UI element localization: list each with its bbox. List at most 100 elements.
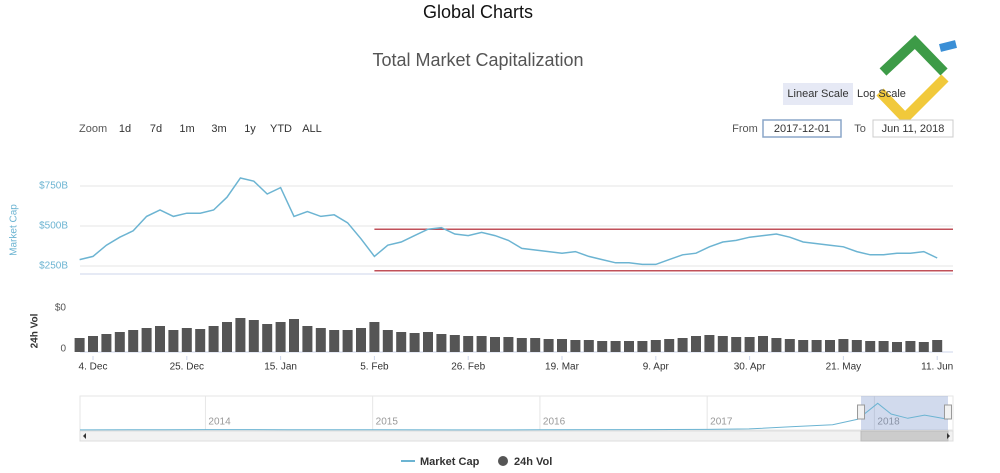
volume-bar (530, 338, 541, 352)
zoom-button[interactable]: 1y (244, 123, 256, 135)
volume-bar (476, 336, 487, 352)
x-tick-label: 30. Apr (734, 362, 766, 373)
zoom-button[interactable]: 1m (179, 123, 194, 135)
zoom-label: Zoom (79, 123, 107, 135)
x-tick-label: 2014 (208, 417, 231, 428)
to-value[interactable]: Jun 11, 2018 (882, 123, 945, 135)
zoom-button[interactable]: YTD (270, 123, 292, 135)
volume-bar (155, 326, 165, 352)
volume-bar (490, 337, 500, 352)
navigator-selection (861, 396, 948, 430)
volume-bar (825, 340, 835, 352)
volume-bar (516, 338, 527, 352)
x-tick-label: 4. Dec (79, 362, 108, 373)
volume-bar (128, 330, 139, 352)
y-tick-label: $250B (39, 261, 68, 272)
volume-bar (315, 328, 326, 352)
volume-bar (583, 340, 594, 352)
volume-bar (704, 335, 715, 352)
volume-bar (637, 341, 648, 352)
volume-bar (289, 319, 299, 352)
volume-bar (262, 324, 273, 352)
navigator-handle[interactable] (857, 404, 866, 420)
from-input[interactable] (762, 119, 842, 138)
zoom-button[interactable]: ALL (302, 123, 322, 135)
volume-bar (811, 340, 822, 352)
y-tick-label: 0 (60, 344, 66, 355)
from-value[interactable]: 2017-12-01 (774, 123, 830, 135)
zoom-button[interactable]: 1d (119, 123, 131, 135)
volume-bar (865, 341, 876, 352)
volume-bar (409, 333, 420, 352)
volume-bar (302, 326, 313, 352)
volume-bar (798, 340, 809, 352)
x-tick-label: 25. Dec (170, 362, 204, 373)
volume-bar (248, 320, 259, 352)
legend-label[interactable]: Market Cap (420, 456, 480, 468)
volume-bar (905, 341, 916, 352)
volume-bar (610, 341, 621, 352)
x-tick-label: 2016 (543, 417, 566, 428)
y-axis-title: Market Cap (9, 204, 20, 256)
x-tick-label: 2017 (710, 417, 733, 428)
legend-symbol (498, 456, 508, 466)
x-tick-label: 2018 (877, 417, 900, 428)
y-tick-label: $750B (39, 181, 68, 192)
legend-label[interactable]: 24h Vol (514, 456, 552, 468)
volume-bar (382, 330, 393, 352)
volume-bar (369, 322, 380, 352)
volume-axis-title: 24h Vol (30, 313, 41, 348)
volume-bar (141, 328, 152, 352)
volume-bar (597, 341, 608, 352)
linear-scale-label[interactable]: Linear Scale (787, 88, 848, 100)
volume-bar (436, 334, 447, 352)
volume-bar (892, 342, 902, 352)
x-tick-label: 5. Feb (360, 362, 389, 373)
page-title: Global Charts (423, 2, 533, 22)
x-tick-label: 11. Jun (921, 362, 953, 373)
volume-bar (114, 332, 125, 352)
volume-bar (570, 340, 581, 352)
volume-bar (771, 338, 782, 352)
volume-bar (557, 339, 567, 352)
volume-bar (677, 338, 688, 352)
navigator-handle[interactable] (943, 404, 952, 420)
logo-yellow (876, 74, 949, 126)
navigator-line (79, 402, 949, 431)
volume-bar (784, 339, 795, 352)
linear-scale-button[interactable] (783, 83, 853, 105)
volume-bar (543, 339, 554, 352)
to-input[interactable] (872, 119, 954, 138)
volume-bar (838, 339, 849, 352)
x-tick-label: 15. Jan (264, 362, 297, 373)
volume-bar (222, 322, 232, 352)
volume-bar (664, 339, 675, 352)
x-tick-label: 2015 (376, 417, 399, 428)
scroll-arrow (83, 433, 86, 439)
volume-bar (918, 342, 929, 352)
volume-bar (744, 337, 755, 352)
volume-bar (208, 326, 219, 352)
volume-bar (650, 340, 661, 352)
volume-bar (195, 329, 206, 352)
log-scale-label[interactable]: Log Scale (857, 88, 906, 100)
zoom-button[interactable]: 3m (211, 123, 226, 135)
zoom-button[interactable]: 7d (150, 123, 162, 135)
scrollbar-thumb[interactable] (860, 430, 949, 442)
from-label: From (732, 123, 758, 135)
x-tick-label: 9. Apr (643, 362, 670, 373)
volume-bar (731, 337, 742, 352)
volume-bar (356, 328, 366, 352)
market-cap-line (79, 177, 938, 266)
volume-bar (101, 334, 112, 352)
logo-green (879, 34, 948, 76)
navigator-frame (79, 395, 954, 431)
volume-bar (932, 340, 943, 352)
volume-bar (503, 337, 514, 352)
volume-bar (717, 336, 728, 352)
volume-bar (342, 330, 353, 352)
volume-bar (449, 335, 460, 352)
